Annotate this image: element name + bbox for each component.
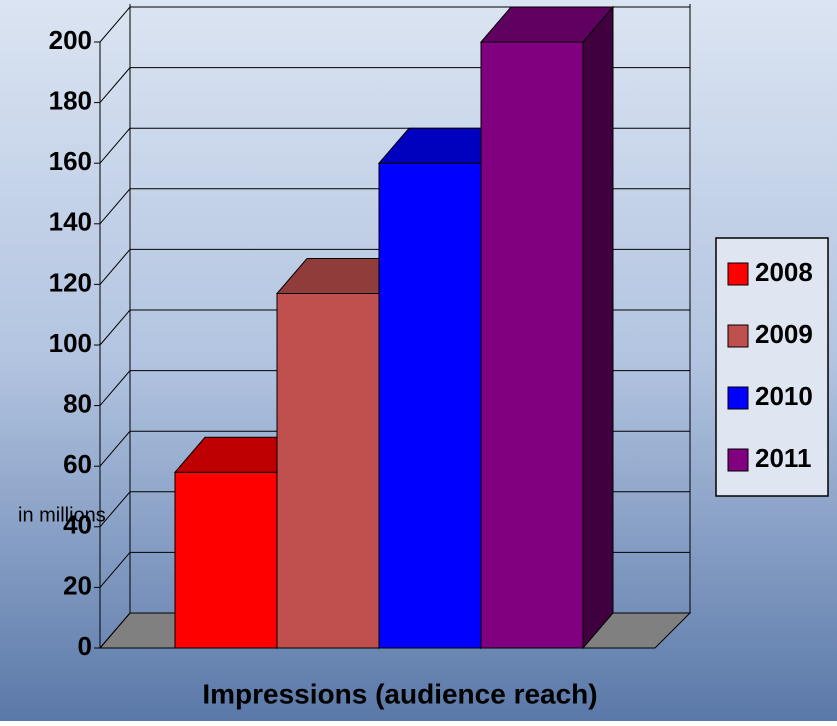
legend-label: 2010 [755,381,813,411]
side-grid-line [99,249,131,285]
y-tick-label: 140 [49,207,92,237]
y-tick-label: 40 [63,510,92,540]
y-tick-label: 200 [49,25,92,55]
bar [174,471,278,649]
side-grid-line [99,491,131,528]
side-grid-line [99,127,131,164]
y-tick-label: 20 [63,570,92,600]
side-grid-line [99,67,131,103]
bar [378,162,482,649]
bar-top [479,6,615,43]
bar [480,41,584,649]
y-tick-label: 60 [63,449,92,479]
side-grid-line [99,309,131,346]
legend-label: 2011 [755,443,811,473]
legend-swatch [727,262,749,286]
x-category-label: Impressions (audience reach) [202,678,597,709]
legend-label: 2008 [755,257,813,287]
side-grid-line [99,370,131,406]
y-tick-label: 100 [49,328,92,358]
side-grid-line [99,612,131,649]
side-grid-line [99,188,131,225]
y-tick-label: 120 [49,267,92,297]
legend-swatch [727,386,749,410]
y-tick-label: 80 [63,388,92,418]
y-axis-label: in millions [18,504,106,526]
side-grid-line [99,6,131,43]
side-grid-line [99,430,131,467]
y-tick-label: 160 [49,146,92,176]
legend-label: 2009 [755,319,813,349]
bar-side [582,5,614,650]
legend-swatch [727,448,749,472]
y-tick-label: 180 [49,85,92,115]
legend-swatch [727,324,749,348]
side-grid-line [99,552,131,588]
y-tick-label: 0 [78,631,92,661]
bar [276,292,380,649]
